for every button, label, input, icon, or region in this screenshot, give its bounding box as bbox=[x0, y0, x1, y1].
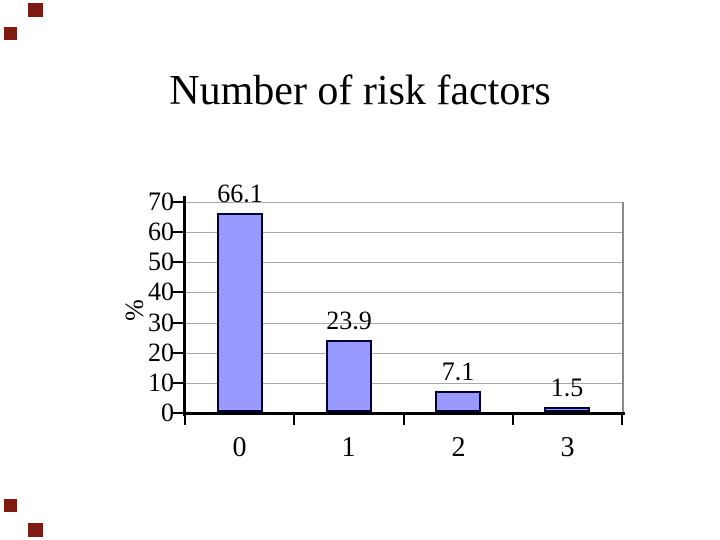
grid-line bbox=[185, 292, 622, 293]
grid-line bbox=[185, 202, 622, 203]
x-tick-label: 1 bbox=[341, 432, 356, 463]
grid-line bbox=[185, 323, 622, 324]
plot-border-right bbox=[622, 202, 624, 414]
bar bbox=[435, 391, 481, 412]
y-tick-label: 0 bbox=[161, 398, 174, 427]
corner-decoration-top-left-lower bbox=[4, 27, 17, 40]
y-axis-line bbox=[183, 196, 186, 416]
y-axis-tick bbox=[173, 201, 183, 203]
x-tick-label: 2 bbox=[451, 432, 466, 463]
x-axis-line bbox=[183, 412, 625, 415]
y-tick-label: 40 bbox=[148, 277, 174, 306]
y-axis-tick bbox=[173, 291, 183, 293]
y-tick-label: 50 bbox=[148, 247, 174, 276]
grid-line bbox=[185, 232, 622, 233]
y-tick-label: 20 bbox=[148, 338, 174, 367]
y-tick-label: 60 bbox=[148, 217, 174, 246]
x-axis-tick bbox=[184, 413, 186, 425]
y-axis-tick bbox=[173, 382, 183, 384]
y-tick-label: 30 bbox=[148, 308, 174, 337]
y-axis-tick bbox=[173, 322, 183, 324]
y-axis-tick bbox=[173, 352, 183, 354]
x-axis-tick bbox=[403, 413, 405, 425]
x-axis-tick bbox=[293, 413, 295, 425]
grid-line bbox=[185, 262, 622, 263]
bar bbox=[326, 340, 372, 412]
y-axis-tick bbox=[173, 261, 183, 263]
bar bbox=[544, 407, 590, 412]
x-axis-tick bbox=[621, 413, 623, 425]
y-axis-tick bbox=[173, 231, 183, 233]
x-tick-label: 0 bbox=[232, 432, 247, 463]
bar-value-label: 66.1 bbox=[217, 179, 263, 208]
y-tick-label: 70 bbox=[148, 187, 174, 216]
bar-value-label: 1.5 bbox=[550, 373, 584, 402]
corner-decoration-bottom-left-upper bbox=[4, 499, 17, 512]
grid-line bbox=[185, 353, 622, 354]
y-tick-label: 10 bbox=[148, 368, 174, 397]
bar-value-label: 7.1 bbox=[441, 357, 475, 386]
y-axis-tick bbox=[173, 412, 183, 414]
x-axis-tick bbox=[512, 413, 514, 425]
grid-line bbox=[185, 383, 622, 384]
bar-value-label: 23.9 bbox=[326, 306, 372, 335]
corner-decoration-bottom-left-lower bbox=[28, 523, 43, 537]
x-tick-label: 3 bbox=[560, 432, 575, 463]
corner-decoration-top-left-upper bbox=[28, 3, 43, 17]
slide-title: Number of risk factors bbox=[169, 68, 551, 114]
bar bbox=[217, 213, 263, 412]
